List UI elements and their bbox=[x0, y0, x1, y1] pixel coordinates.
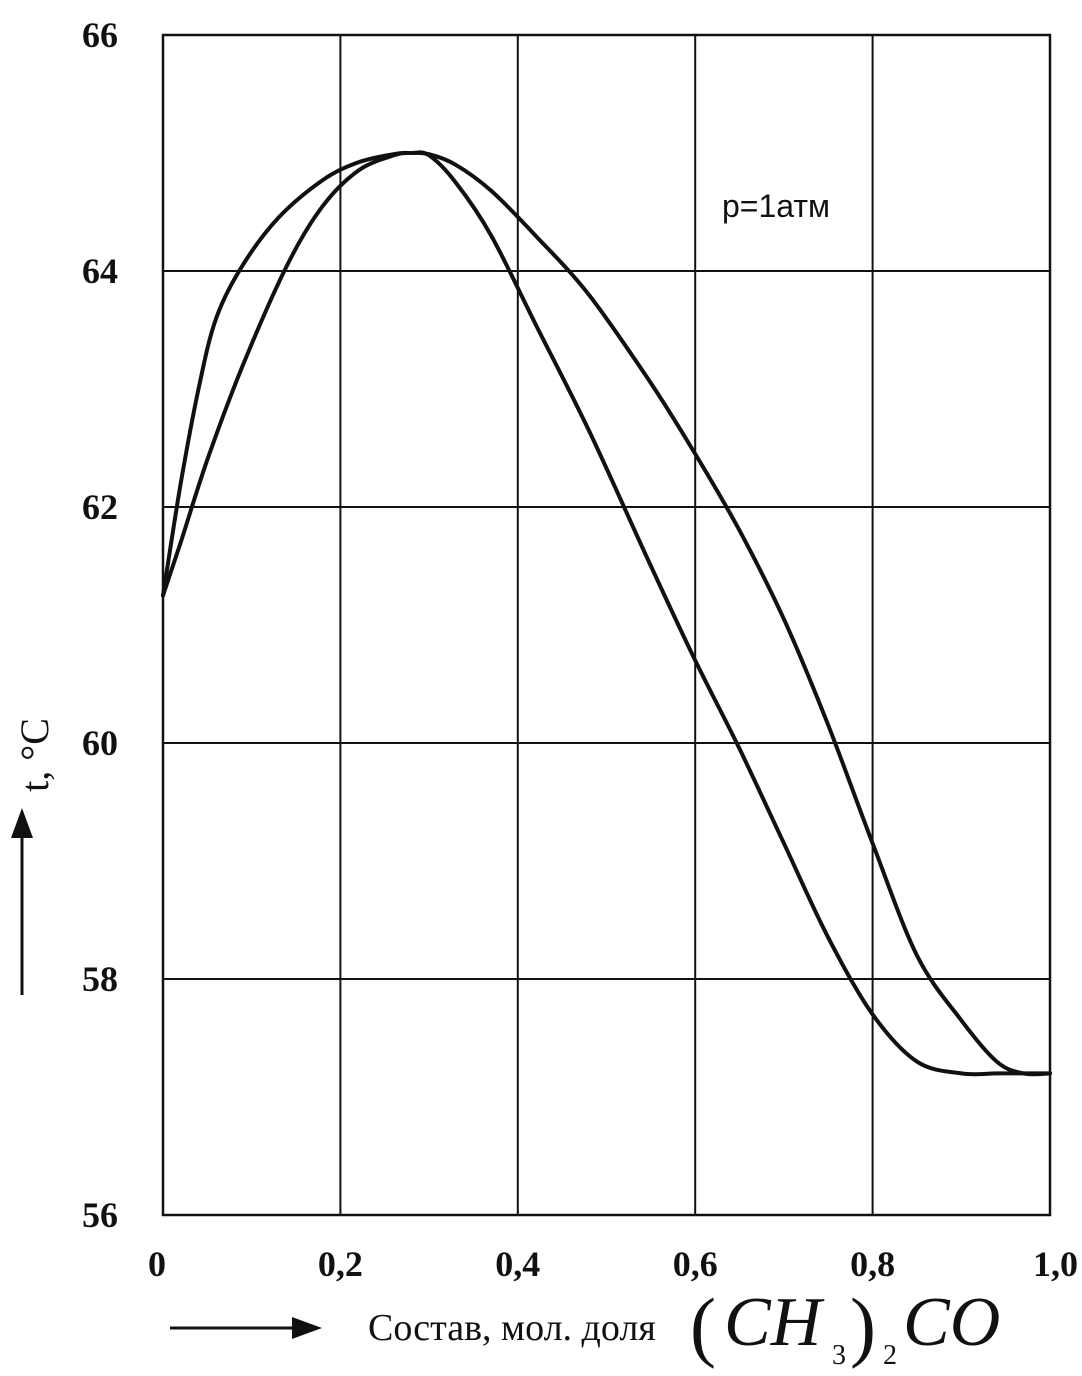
y-tick-label: 60 bbox=[82, 723, 118, 763]
plot-frame bbox=[161, 33, 1052, 1217]
x-tick-label: 0,2 bbox=[318, 1244, 363, 1284]
grid bbox=[162, 34, 1051, 1216]
y-axis-arrow-icon bbox=[11, 808, 33, 995]
formula-co: CO bbox=[903, 1284, 1000, 1361]
formula-sub-2: 2 bbox=[883, 1340, 897, 1371]
x-axis-arrow-icon bbox=[170, 1317, 322, 1339]
x-tick-label: 0,8 bbox=[850, 1244, 895, 1284]
pressure-annotation: p=1атм bbox=[722, 188, 830, 224]
x-tick-label: 0,4 bbox=[495, 1244, 540, 1284]
y-tick-label: 64 bbox=[82, 251, 118, 291]
x-tick-label: 1,0 bbox=[1033, 1244, 1078, 1284]
y-tick-label: 66 bbox=[82, 15, 118, 55]
formula-open-paren: ( bbox=[690, 1282, 716, 1369]
curves bbox=[161, 150, 1052, 1077]
formula-sub-3: 3 bbox=[832, 1340, 846, 1371]
liquid-curve bbox=[161, 150, 1052, 1077]
formula-close-paren: ) bbox=[850, 1282, 876, 1369]
formula-ch: CH bbox=[724, 1284, 825, 1361]
y-tick-label: 62 bbox=[82, 487, 118, 527]
x-axis-label: Состав, мол. доля bbox=[368, 1307, 656, 1349]
y-tick-labels: 56 58 60 62 64 66 bbox=[82, 15, 118, 1235]
x-tick-label: 0 bbox=[148, 1244, 166, 1284]
x-tick-labels: 0 0,2 0,4 0,6 0,8 1,0 bbox=[148, 1244, 1078, 1284]
y-axis-label: t, °C bbox=[12, 718, 57, 792]
x-axis-formula: ( CH 3 ) 2 CO bbox=[690, 1282, 1000, 1371]
y-tick-label: 56 bbox=[82, 1195, 118, 1235]
vapor-curve bbox=[161, 150, 1052, 1077]
x-tick-label: 0,6 bbox=[673, 1244, 718, 1284]
y-tick-label: 58 bbox=[82, 959, 118, 999]
